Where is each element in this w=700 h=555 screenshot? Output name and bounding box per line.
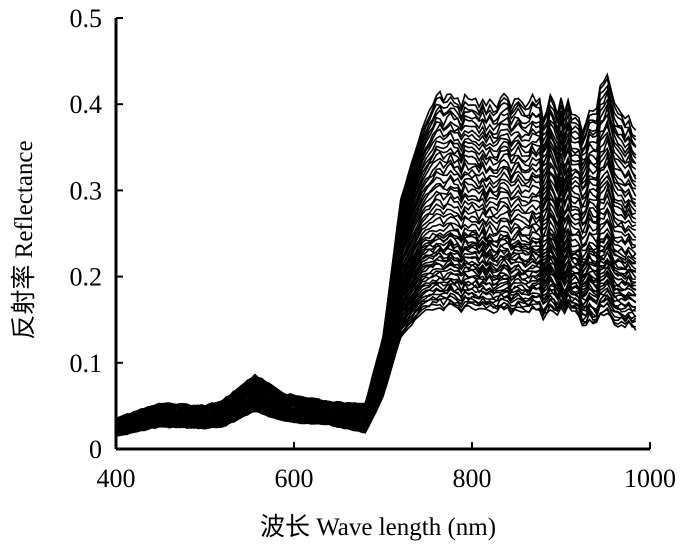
y-tick-label: 0.4	[70, 90, 103, 119]
x-tick-label: 400	[97, 464, 136, 493]
y-tick-label: 0.1	[70, 349, 103, 378]
x-tick-label: 1000	[624, 464, 676, 493]
tick-labels: 0 0.1 0.2 0.3 0.4 0.5 400 600 800 1000	[70, 4, 677, 493]
y-tick-label: 0.2	[70, 263, 103, 292]
x-axis-title: 波长 Wave length (nm)	[260, 513, 496, 541]
x-tick-label: 800	[453, 464, 492, 493]
x-tick-label: 600	[275, 464, 314, 493]
axes	[114, 17, 651, 451]
y-axis-title: 反射率 Reflectance	[10, 140, 38, 339]
y-tick-label: 0.5	[70, 4, 103, 33]
series-lines	[115, 72, 637, 437]
y-tick-label: 0.3	[70, 176, 103, 205]
y-tick-label: 0	[89, 435, 102, 464]
reflectance-series-line	[115, 72, 637, 420]
